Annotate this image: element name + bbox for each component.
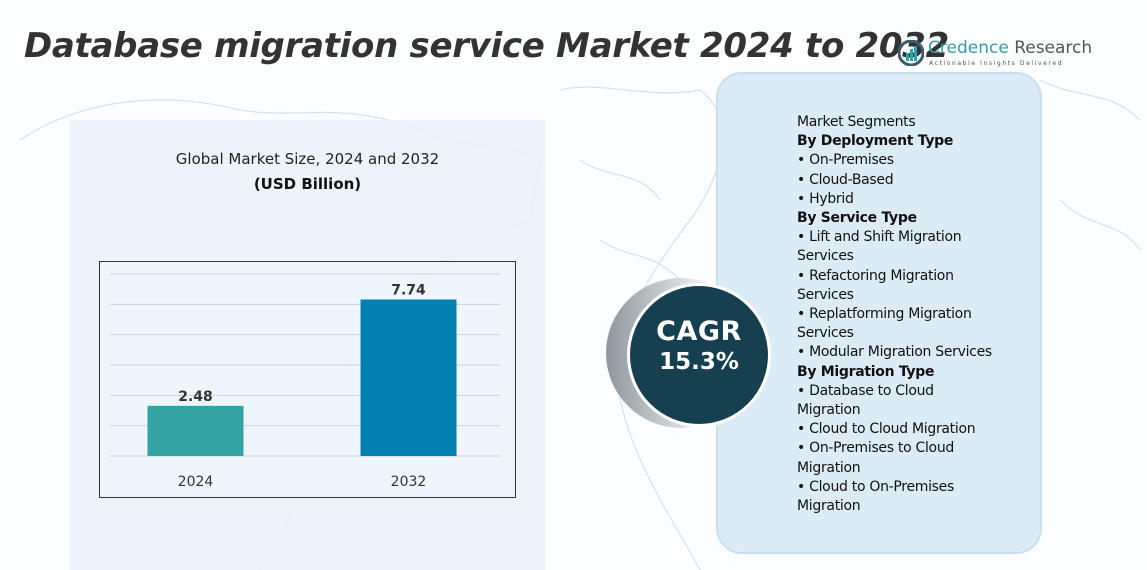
segment-item: Services xyxy=(797,286,854,303)
segment-category-heading: By Deployment Type xyxy=(797,133,954,150)
data-label: 2.48 xyxy=(178,389,213,405)
cagr-label: CAGR xyxy=(656,316,742,347)
segment-item: • Cloud to On-Premises xyxy=(797,478,954,495)
segment-item: • Database to Cloud xyxy=(797,382,934,399)
segments-heading: Market Segments xyxy=(797,114,916,130)
chart-subtitle: (USD Billion) xyxy=(253,175,362,193)
segment-item: • Hybrid xyxy=(797,190,854,207)
segment-item: • On-Premises xyxy=(797,152,894,169)
logo-name-2: Research xyxy=(1014,38,1093,58)
logo-name: Credence Research xyxy=(928,38,1092,58)
bar-2032 xyxy=(360,299,457,456)
cagr-value: 15.3% xyxy=(659,349,739,375)
data-label: 7.74 xyxy=(391,282,426,298)
segment-item: Services xyxy=(797,325,854,342)
segment-item: • On-Premises to Cloud xyxy=(797,440,954,457)
segments-panel xyxy=(716,72,1042,554)
x-tick-label: 2032 xyxy=(391,474,427,490)
segment-item: • Lift and Shift Migration xyxy=(797,229,962,246)
segment-item: • Replatforming Migration xyxy=(797,306,972,323)
segment-category-heading: By Migration Type xyxy=(797,363,935,380)
logo-name-1: Credence xyxy=(928,38,1009,58)
segment-item: • Modular Migration Services xyxy=(797,344,992,361)
segment-item: • Cloud-Based xyxy=(797,171,894,188)
credence-research-logo: Credence Research Actionable Insights De… xyxy=(898,38,1092,72)
segment-item: • Refactoring Migration xyxy=(797,267,954,284)
chart-frame: 2.48 2024 7.74 2032 xyxy=(99,261,516,498)
segment-item: • Cloud to Cloud Migration xyxy=(797,421,976,438)
segment-category-heading: By Service Type xyxy=(797,210,917,227)
market-segments-list: Market Segments By Deployment Type • On-P… xyxy=(797,113,1037,516)
page-title: Database migration service Market 2024 t… xyxy=(24,26,949,66)
x-tick-label: 2024 xyxy=(178,474,214,490)
segment-item: Services xyxy=(797,248,854,265)
bar-chart: 2.48 2024 7.74 2032 xyxy=(110,273,500,490)
logo-tagline: Actionable Insights Delivered xyxy=(929,60,1064,67)
logo-icon xyxy=(898,40,924,66)
bar-2024 xyxy=(147,405,244,456)
chart-title: Global Market Size, 2024 and 2032 xyxy=(175,150,440,168)
segment-item: Migration xyxy=(797,402,861,419)
segment-item: Migration xyxy=(797,459,861,476)
segment-item: Migration xyxy=(797,498,861,515)
cagr-badge: CAGR 15.3% xyxy=(627,283,771,427)
